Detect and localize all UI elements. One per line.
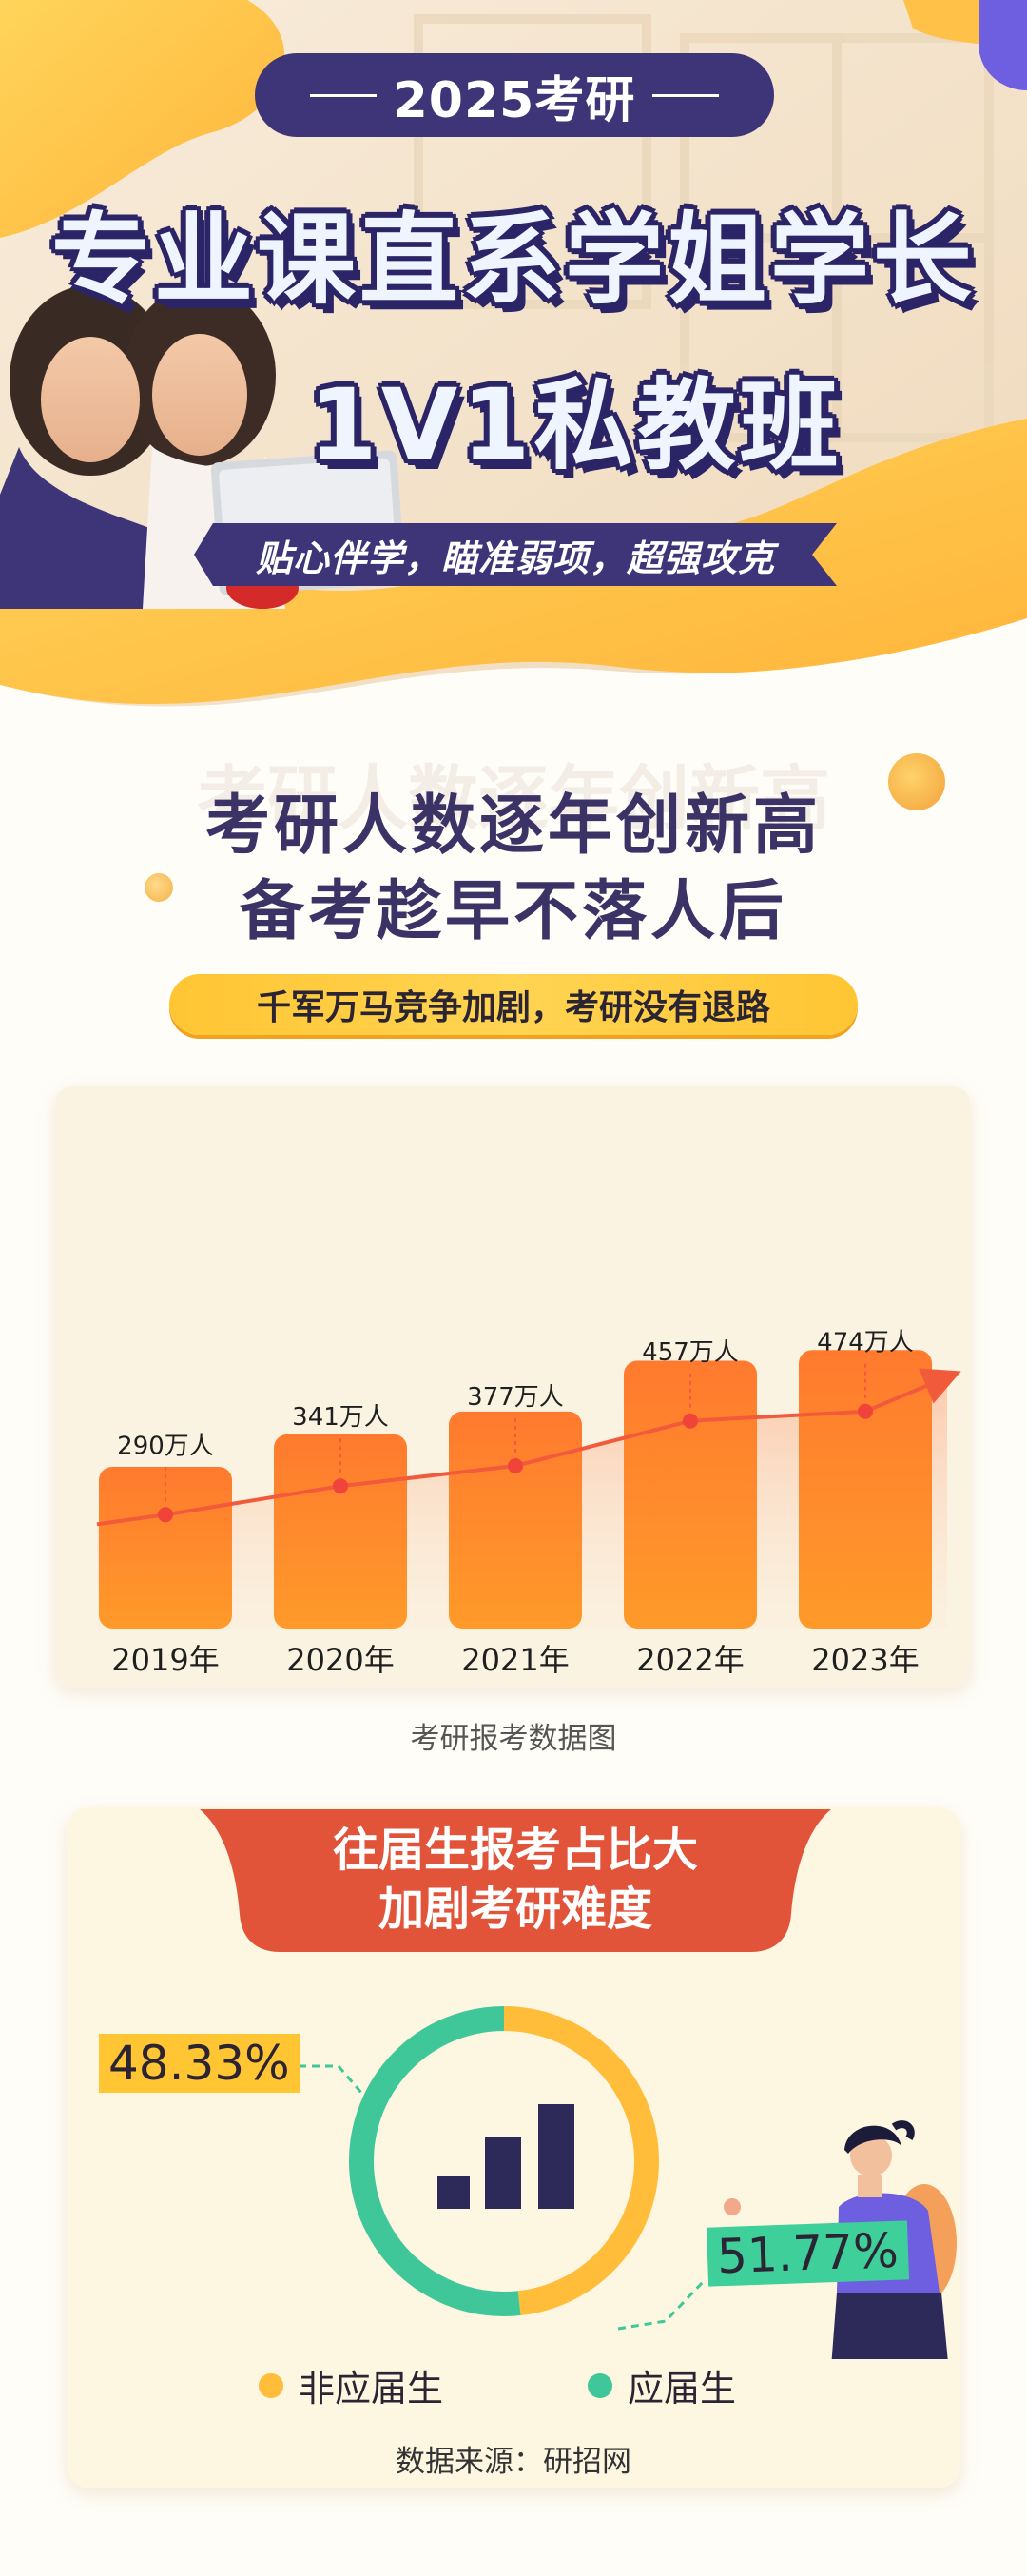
bar-chart: 290万人 2019年 341万人 2020年 377万人 2021年 457万人 2022年… [96,1329,961,1678]
bar-0 [99,1466,232,1629]
legend-label-non-graduate: 非应届生 [299,2368,444,2410]
section2-heading-line1: 考研人数逐年创新高 [204,788,822,864]
woman-illustration [724,2120,957,2359]
point-1 [333,1478,348,1494]
ratio-title-line2: 加剧考研难度 [378,1883,652,1936]
bar-icon-2 [485,2137,521,2209]
bar-icon-1 [437,2176,470,2209]
legend-swatch-graduate [588,2372,612,2398]
hero-title-line1: 专业课直系学姐学长 [50,202,976,318]
donut-slice-1 [349,2006,521,2316]
point-0 [158,1507,173,1523]
legend-label-graduate: 应届生 [628,2368,737,2410]
category-label-1: 2020年 [286,1642,394,1678]
category-label-2: 2021年 [461,1642,569,1678]
year-badge: 2025考研 [255,53,774,137]
bar-icon-3 [538,2104,574,2209]
slogan-ribbon [194,523,837,586]
hero-title-line2: 1V1私教班 [308,367,843,483]
data-label-4: 474万人 [817,1329,914,1357]
category-label-3: 2022年 [636,1642,744,1678]
data-label-0: 290万人 [117,1432,214,1460]
bar-chart-card: 290万人 2019年 341万人 2020年 377万人 2021年 457万人 2022年… [55,1086,970,1688]
data-label-3: 457万人 [642,1338,739,1367]
pct-non-graduate: 48.33% [99,2034,300,2093]
section2-heading-line2: 备考趁早不落人后 [239,873,787,949]
ratio-title: 往届生报考占比大 加剧考研难度 [200,1821,831,1939]
pct-graduate: 51.77% [706,2220,909,2287]
category-label-0: 2019年 [111,1642,219,1678]
decor-dot-large [888,753,945,810]
connector-left [285,2064,375,2107]
connector-right [617,2279,706,2331]
legend-swatch-non-graduate [259,2372,283,2398]
slogan-banner: 贴心伴学，瞄准弱项，超强攻克 [194,521,837,588]
badge-line-right [652,93,720,97]
decor-dot-small [145,873,173,902]
badge-line-left [309,93,377,97]
ratio-title-line1: 往届生报考占比大 [332,1824,698,1877]
legend-non-graduate: 非应届生 [259,2359,443,2411]
donut-slice-0 [503,2006,659,2316]
point-4 [858,1403,873,1419]
category-label-4: 2023年 [811,1642,919,1678]
legend-graduate: 应届生 [588,2359,736,2411]
section2-subtitle: 千军万马竞争加剧，考研没有退路 [169,974,858,1035]
bar-4 [799,1350,932,1629]
badge-text: 2025考研 [393,71,636,129]
data-source: 数据来源：研招网 [396,2445,631,2479]
donut-chart [285,2006,957,2359]
bar-3 [624,1360,757,1629]
hero-banner: 2025考研 专业课直系学姐学长 1V1私教班 贴心伴学，瞄准弱项，超强攻克 [0,0,1027,723]
data-label-1: 341万人 [292,1403,389,1432]
slogan-text: 贴心伴学，瞄准弱项，超强攻克 [255,537,775,579]
data-label-2: 377万人 [467,1383,564,1412]
ratio-title-tab [200,1809,831,1952]
point-3 [683,1413,698,1429]
bar-2 [449,1411,582,1629]
chart-caption: 考研报考数据图 [410,1722,617,1756]
heading-watermark: 考研人数逐年创新高 [197,758,830,840]
point-2 [508,1457,523,1473]
